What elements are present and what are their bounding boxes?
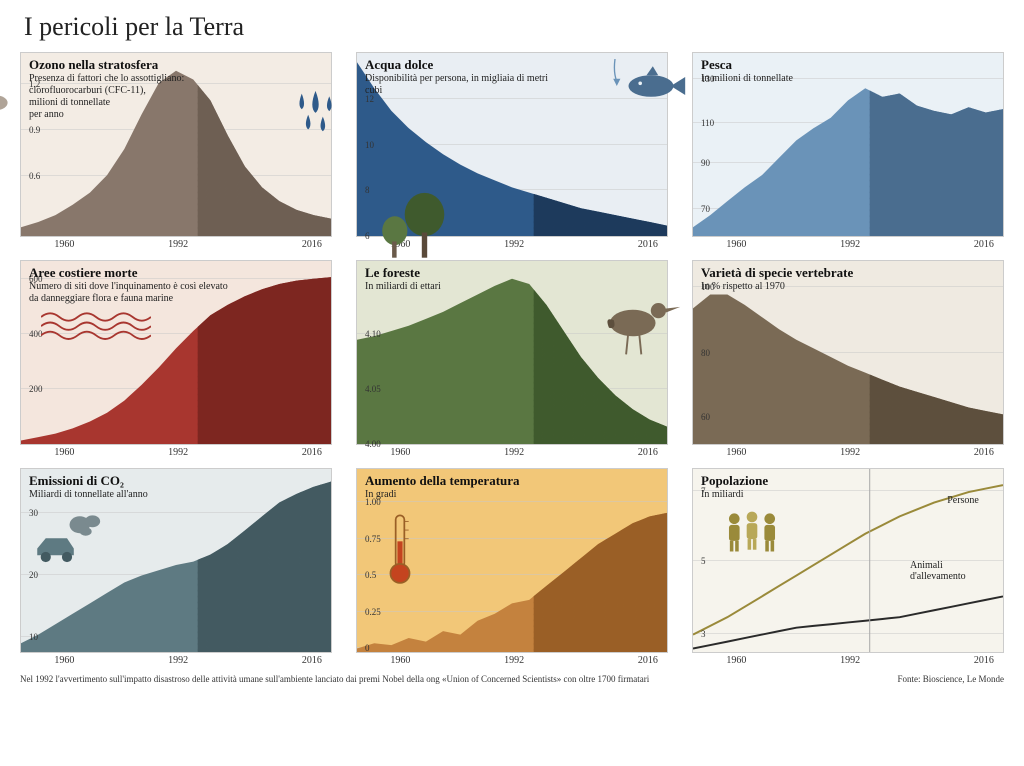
x-axis: 1960 1992 2016 (20, 237, 332, 250)
chart-subtitle: In miliardi di ettari (365, 281, 441, 293)
y-tick-label: 90 (701, 158, 710, 168)
chart-title: Varietà di specie vertebrate (701, 265, 853, 281)
chart-subtitle: In gradi (365, 489, 396, 501)
x-tick-label: 1992 (840, 447, 860, 458)
x-tick-label: 2016 (302, 239, 322, 250)
x-tick-label: 1960 (54, 447, 74, 458)
x-tick-label: 1960 (54, 239, 74, 250)
chart-subtitle: In milioni di tonnellate (701, 73, 793, 85)
x-axis: 1960 1992 2016 (356, 653, 668, 666)
x-tick-label: 2016 (974, 447, 994, 458)
y-tick-label: 5 (701, 556, 706, 566)
chart-title: Pesca (701, 57, 732, 73)
y-tick-label: 10 (365, 140, 374, 150)
chart-title: Le foreste (365, 265, 420, 281)
panel-population: PopolazioneIn miliardi357PersoneAnimali … (692, 468, 1004, 666)
chart-title: Ozono nella stratosfera (29, 57, 158, 73)
chart-title: Aumento della temperatura (365, 473, 520, 489)
x-tick-label: 2016 (638, 655, 658, 666)
x-tick-label: 1992 (168, 655, 188, 666)
panel-co2: Emissioni di CO₂Miliardi di tonnellate a… (20, 468, 332, 666)
panel-ozone: Ozono nella stratosferaPresenza di fatto… (20, 52, 332, 250)
panel-freshwater: Acqua dolceDisponibilità per persona, in… (356, 52, 668, 250)
panel-deadzones: Aree costiere morteNumero di siti dove l… (20, 260, 332, 458)
panel-temp: Aumento della temperaturaIn gradi 0 0.25 0.… (356, 468, 668, 666)
chart-title: Popolazione (701, 473, 768, 489)
x-axis: 1960 1992 2016 (692, 237, 1004, 250)
x-tick-label: 2016 (638, 447, 658, 458)
y-tick-label: 0.25 (365, 607, 381, 617)
chart-subtitle: Miliardi di tonnellate all'anno (29, 489, 148, 501)
y-tick-label: 0.6 (29, 171, 40, 181)
y-tick-label: 200 (29, 384, 43, 394)
y-tick-label: 6 (365, 231, 370, 241)
main-title: I pericoli per la Terra (24, 12, 1004, 42)
chart-subtitle: Presenza di fattori che lo assottigliano… (29, 73, 184, 121)
x-axis: 1960 1992 2016 (20, 653, 332, 666)
x-tick-label: 1992 (840, 655, 860, 666)
x-tick-label: 1960 (390, 239, 410, 250)
y-tick-label: 4.00 (365, 439, 381, 449)
x-axis: 1960 1992 2016 (356, 237, 668, 250)
series-label: Persone (947, 495, 979, 506)
footer-source: Fonte: Bioscience, Le Monde (898, 674, 1004, 684)
x-tick-label: 1992 (168, 447, 188, 458)
x-axis: 1960 1992 2016 (692, 445, 1004, 458)
series-label: Animali d'allevamento (910, 560, 966, 582)
x-tick-label: 1960 (726, 239, 746, 250)
x-axis: 1960 1992 2016 (20, 445, 332, 458)
y-tick-label: 4.10 (365, 329, 381, 339)
x-tick-label: 2016 (638, 239, 658, 250)
x-tick-label: 1960 (54, 655, 74, 666)
chart-grid: Ozono nella stratosferaPresenza di fatto… (20, 52, 1004, 666)
chart-subtitle: Disponibilità per persona, in migliaia d… (365, 73, 565, 97)
chart-title: Emissioni di CO₂ (29, 473, 124, 489)
x-axis: 1960 1992 2016 (692, 653, 1004, 666)
chart-subtitle: Numero di siti dove l'inquinamento è cos… (29, 281, 228, 305)
y-tick-label: 0.5 (365, 570, 376, 580)
x-tick-label: 1960 (726, 655, 746, 666)
y-tick-label: 0.9 (29, 125, 40, 135)
x-axis: 1960 1992 2016 (356, 445, 668, 458)
panel-forests: Le foresteIn miliardi di ettari 4.00 4.05 4… (356, 260, 668, 458)
x-tick-label: 2016 (974, 239, 994, 250)
y-tick-label: 20 (29, 570, 38, 580)
y-tick-label: 4.05 (365, 384, 381, 394)
chart-subtitle: In miliardi (701, 489, 744, 501)
y-tick-label: 8 (365, 185, 370, 195)
panel-species: Varietà di specie vertebrateIn % rispett… (692, 260, 1004, 458)
y-tick-label: 110 (701, 118, 714, 128)
x-tick-label: 1992 (504, 655, 524, 666)
x-tick-label: 2016 (302, 447, 322, 458)
chart-title: Acqua dolce (365, 57, 433, 73)
y-tick-label: 60 (701, 412, 710, 422)
x-tick-label: 1992 (504, 239, 524, 250)
panel-fishing: PescaIn milioni di tonnellate70901101301… (692, 52, 1004, 250)
chart-title: Aree costiere morte (29, 265, 138, 281)
y-tick-label: 70 (701, 204, 710, 214)
chart-subtitle: In % rispetto al 1970 (701, 281, 785, 293)
y-tick-label: 3 (701, 629, 706, 639)
x-tick-label: 2016 (974, 655, 994, 666)
y-tick-label: 10 (29, 632, 38, 642)
x-tick-label: 1960 (390, 447, 410, 458)
y-tick-label: 400 (29, 329, 43, 339)
footer-note: Nel 1992 l'avvertimento sull'impatto dis… (20, 674, 649, 684)
y-tick-label: 30 (29, 508, 38, 518)
x-tick-label: 1992 (504, 447, 524, 458)
x-tick-label: 1960 (390, 655, 410, 666)
y-tick-label: 0 (365, 643, 370, 653)
y-tick-label: 80 (701, 348, 710, 358)
x-tick-label: 1992 (168, 239, 188, 250)
x-tick-label: 2016 (302, 655, 322, 666)
x-tick-label: 1992 (840, 239, 860, 250)
y-tick-label: 0.75 (365, 534, 381, 544)
x-tick-label: 1960 (726, 447, 746, 458)
